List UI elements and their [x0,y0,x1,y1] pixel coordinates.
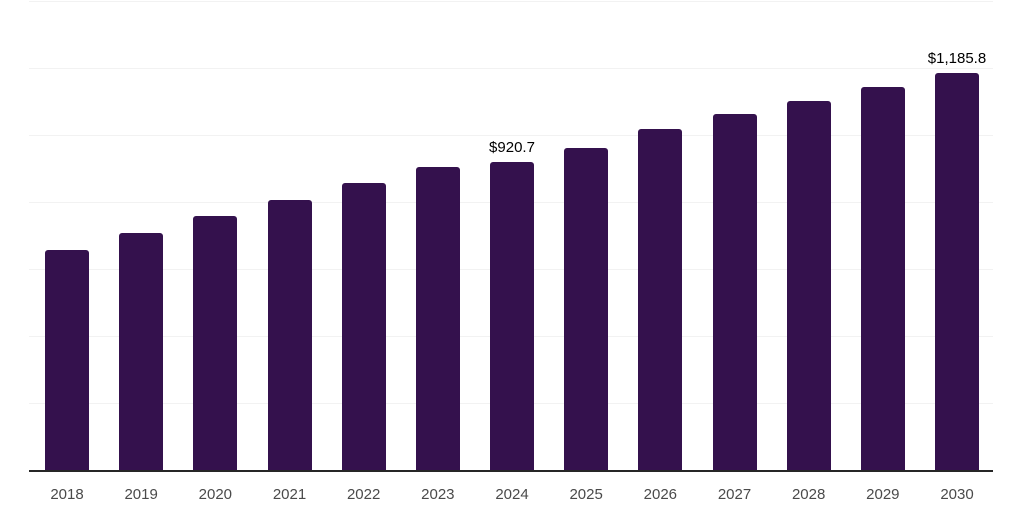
x-tick-2024: 2024 [495,486,529,503]
x-tick-2030: 2030 [940,486,974,503]
bar-2029 [860,86,905,470]
bar-2027 [712,114,757,470]
x-tick-2018: 2018 [50,486,84,503]
plot-area: $920.7 $1,185.8 [29,1,993,472]
x-tick-2025: 2025 [569,486,603,503]
x-tick-2027: 2027 [717,486,752,503]
bar-2020 [193,216,238,470]
bar-2028 [786,100,831,470]
bar-2018 [45,250,89,470]
x-axis-ticks: 2018 2019 2020 2021 2022 2023 2024 2025 2026 2027… [29,486,993,506]
x-tick-2026: 2026 [643,486,678,503]
x-tick-2019: 2019 [124,486,158,503]
x-tick-2028: 2028 [791,486,826,503]
bar-2024 [490,161,534,470]
bar-2021 [267,199,312,470]
x-tick-2029: 2029 [866,486,900,503]
gridline-1400 [29,1,993,2]
x-tick-2021: 2021 [272,486,307,503]
data-label-2024: $920.7 [489,138,535,156]
x-tick-2023: 2023 [421,486,455,503]
bar-2019 [119,233,164,470]
gridline-1000 [29,135,993,136]
bar-2023 [415,166,460,470]
x-tick-2020: 2020 [198,486,233,503]
bar-2022 [341,182,386,470]
x-axis-line [29,470,993,472]
bar-2026 [638,129,683,470]
data-label-2030: $1,185.8 [927,49,987,67]
bar-2025 [564,148,609,470]
x-tick-2022: 2022 [346,486,381,503]
gridline-1200 [29,68,993,69]
bar-2030 [935,72,979,470]
